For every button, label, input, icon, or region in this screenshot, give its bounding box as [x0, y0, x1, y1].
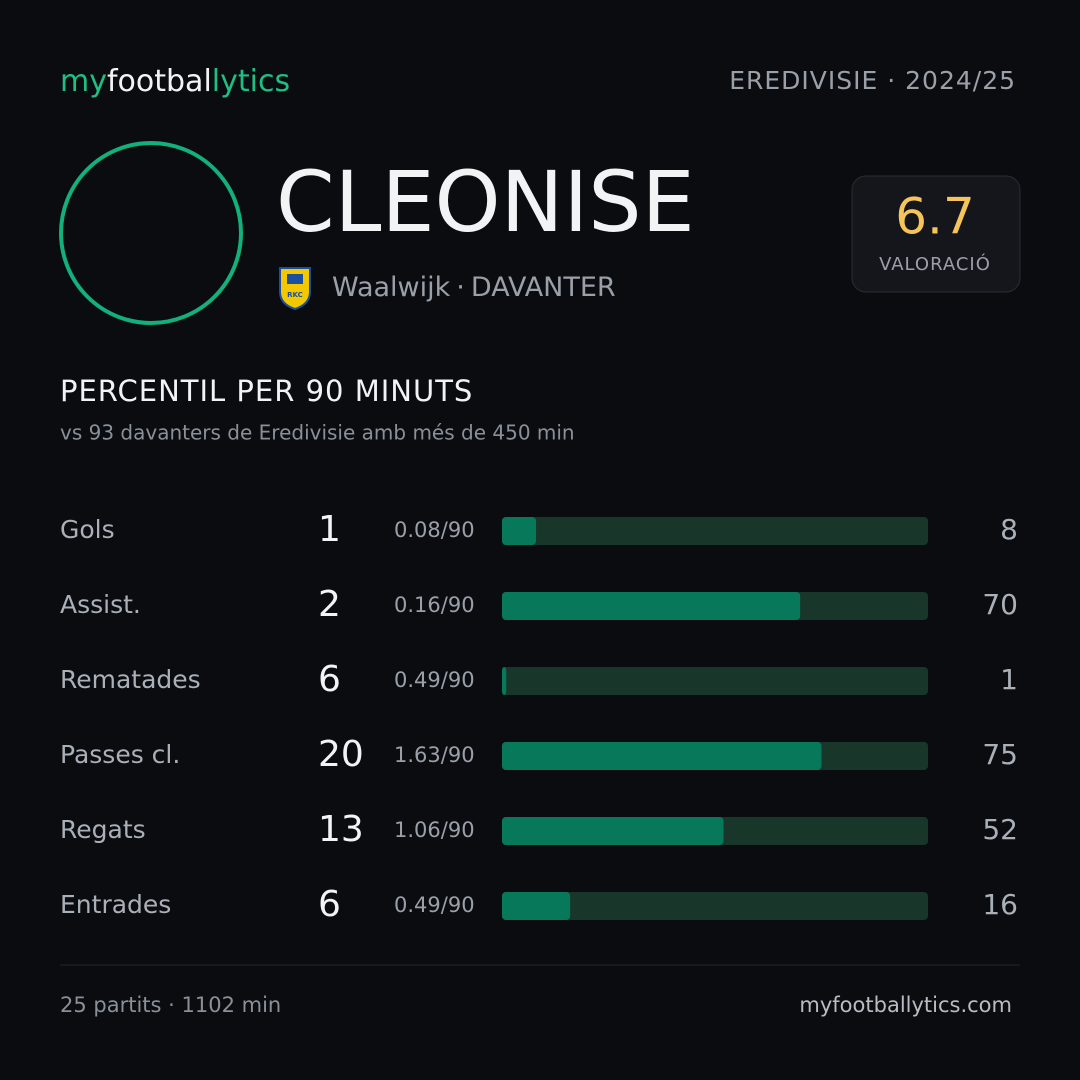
percentile: 8: [1000, 513, 1018, 546]
bar: [502, 817, 724, 845]
league: EREDIVISIE · 2024/25: [729, 66, 1016, 95]
bar-track: [502, 667, 928, 695]
team-line: Waalwijk · DAVANTER: [332, 272, 616, 303]
stat-per90: 0.08/90: [394, 518, 475, 542]
logo-part: my: [60, 64, 107, 99]
rating-box: [851, 175, 1021, 293]
stat-label: Assist.: [60, 590, 141, 619]
footer-site: myfootballytics.com: [799, 993, 1012, 1017]
badge-text: RKC: [287, 291, 303, 299]
logo: myfootballytics: [60, 64, 290, 99]
stat-label: Entrades: [60, 890, 171, 919]
rating-value: 6.7: [895, 188, 975, 246]
bar: [502, 892, 571, 920]
percentile: 75: [982, 738, 1018, 771]
footer-summary: 25 partits · 1102 min: [60, 993, 281, 1017]
percentile: 1: [1000, 663, 1018, 696]
stat-label: Gols: [60, 515, 115, 544]
bar-track: [502, 892, 928, 920]
position: DAVANTER: [471, 272, 616, 303]
stat-count: 13: [318, 809, 364, 850]
stat-label: Passes cl.: [60, 740, 180, 769]
percentile: 70: [982, 588, 1018, 621]
rating-label: VALORACIÓ: [879, 253, 991, 275]
stat-rows: Gols 1 0.08/90 8 Assist. 2 0.16/90 70 Rematades 6…: [60, 509, 1018, 925]
percentile: 16: [982, 888, 1018, 921]
team-badge: RKC: [279, 267, 311, 311]
bar-track: [502, 517, 928, 545]
bar: [502, 667, 507, 695]
stat-per90: 0.16/90: [394, 593, 475, 617]
section-title: PERCENTIL PER 90 MINUTS: [60, 374, 473, 408]
avatar-ring: [59, 141, 243, 325]
stat-count: 6: [318, 884, 341, 925]
stat-count: 2: [318, 584, 341, 625]
stat-per90: 1.06/90: [394, 818, 475, 842]
player-name: CLEONISE: [276, 153, 695, 251]
bar: [502, 517, 537, 545]
stat-label: Rematades: [60, 665, 201, 694]
team: Waalwijk: [332, 272, 451, 303]
stat-per90: 1.63/90: [394, 743, 475, 767]
stat-per90: 0.49/90: [394, 893, 475, 917]
logo-part: lytics: [212, 64, 290, 99]
stat-count: 1: [318, 509, 341, 550]
separator: ·: [456, 272, 465, 303]
stat-per90: 0.49/90: [394, 668, 475, 692]
bar: [502, 742, 822, 770]
section-subtitle: vs 93 davanters de Eredivisie amb més de…: [60, 421, 575, 445]
stat-count: 20: [318, 734, 364, 775]
bar: [502, 592, 801, 620]
percentile: 52: [982, 813, 1018, 846]
stat-count: 6: [318, 659, 341, 700]
logo-part: footbal: [107, 64, 212, 99]
stat-label: Regats: [60, 815, 146, 844]
